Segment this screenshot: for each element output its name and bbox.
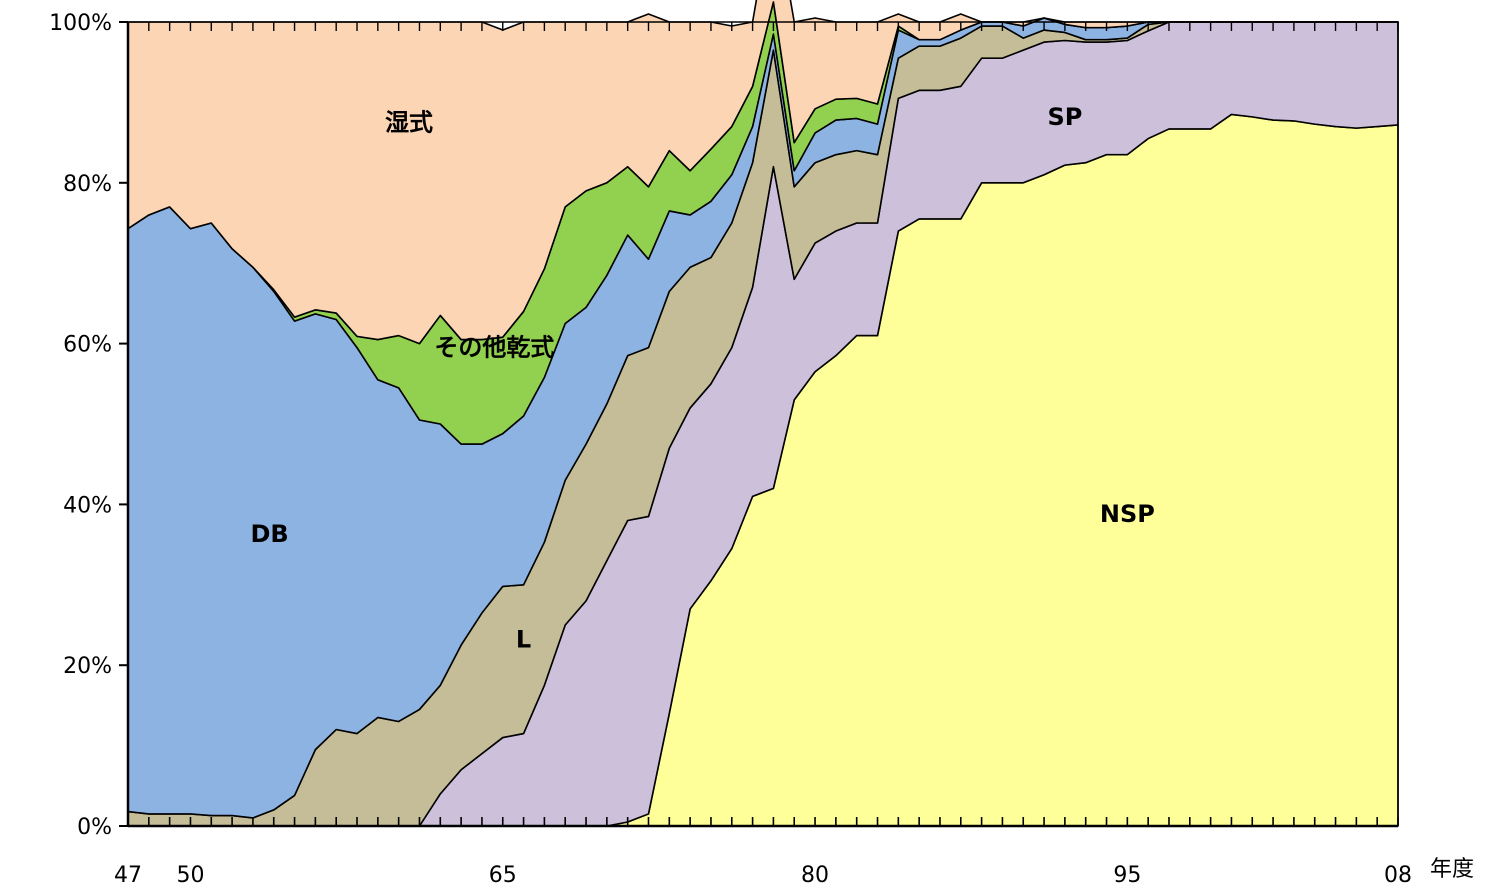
x-tick-label-2: 65 xyxy=(489,863,517,888)
x-tick-labels: 47 50 65 80 95 08 xyxy=(114,863,1412,888)
x-tick-label-1: 50 xyxy=(176,863,204,888)
area-layer xyxy=(127,0,1399,827)
x-tick-label-0: 47 xyxy=(114,863,142,888)
tick-layer xyxy=(119,21,1399,827)
series-label-4: SP xyxy=(1047,103,1082,131)
series-label-2: DB xyxy=(250,520,288,548)
axes xyxy=(126,21,1399,828)
series-label-0: 湿式 xyxy=(385,109,433,137)
y-tick-label-0: 0% xyxy=(77,815,112,840)
y-tick-label-1: 20% xyxy=(63,654,112,679)
y-tick-label-3: 60% xyxy=(63,333,112,358)
y-tick-label-5: 100% xyxy=(49,11,112,36)
x-tick-label-4: 95 xyxy=(1113,863,1141,888)
series-label-1: その他乾式 xyxy=(434,334,554,362)
x-tick-label-3: 80 xyxy=(801,863,829,888)
series-label-5: NSP xyxy=(1100,500,1155,528)
series-label-3: L xyxy=(516,626,531,654)
y-tick-labels: 0% 20% 40% 60% 80% 100% xyxy=(49,11,112,840)
x-tick-label-5: 08 xyxy=(1384,863,1412,888)
x-axis-label: 年度 xyxy=(1430,857,1474,882)
y-tick-label-2: 40% xyxy=(63,493,112,518)
y-tick-label-4: 80% xyxy=(63,172,112,197)
